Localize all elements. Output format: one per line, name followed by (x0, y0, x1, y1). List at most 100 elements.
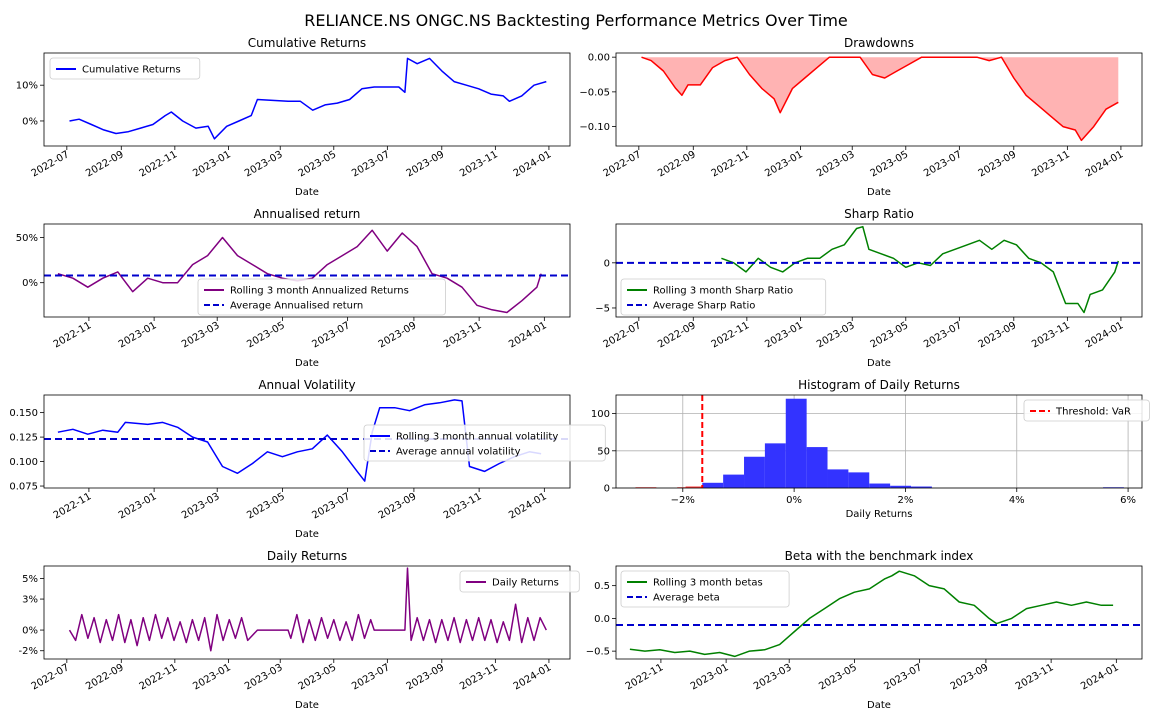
y-tick-label: 0.00 (588, 53, 610, 64)
x-tick-label: 2023-03 (243, 662, 285, 692)
subplot-hist: Histogram of Daily Returns 0 50 100 −2% 0% 2% 4… (591, 378, 1150, 520)
axes-frame (615, 223, 1143, 318)
hist-bar-var (685, 486, 707, 488)
hist-bar (702, 482, 724, 488)
plot-area (641, 56, 1119, 142)
subplot-sharpe: Sharp Ratio 0 −5 2022-07 2022-09 2022-11 2023-… (595, 207, 1143, 369)
plot-area (616, 570, 1142, 658)
y-tick-label: 100 (591, 409, 610, 420)
y-tick-label: 3% (22, 595, 38, 606)
legend-label: Rolling 3 month Annualized Returns (230, 286, 409, 297)
x-tick-label: 2023-01 (117, 320, 159, 350)
legend-box (620, 278, 827, 316)
legend-box (49, 57, 201, 80)
x-tick-label: 2023-11 (442, 491, 484, 521)
y-tick-label: 0 (604, 258, 610, 269)
x-tick-label: 2022-07 (602, 149, 644, 179)
subplot-title: Drawdowns (844, 36, 914, 50)
x-tick-label: 2022-09 (84, 149, 126, 179)
x-tick-label: 2022-09 (656, 320, 698, 350)
x-tick-label: 2023-09 (405, 662, 447, 692)
x-tick-label: 2023-09 (377, 491, 419, 521)
legend-label: Average Annualised return (230, 301, 363, 312)
x-tick-label: 2023-09 (405, 149, 447, 179)
y-tick-label: -2% (19, 646, 38, 657)
y-tick-label: 0.100 (9, 457, 38, 468)
y-tick-label: 50 (597, 446, 610, 457)
x-tick-label: 2023-05 (817, 662, 859, 692)
x-tick-label: 2023-05 (869, 149, 911, 179)
x-tick-label: 2023-01 (117, 491, 159, 521)
legend: Rolling 3 month Annualized Returns Averag… (197, 278, 446, 316)
x-tick-label: 2023-05 (297, 149, 339, 179)
x-tick-label: 2022-07 (602, 320, 644, 350)
hist-bar (911, 486, 932, 488)
subplot-grid: Cumulative Returns 0% 10% 2022-07 2022-09 202… (9, 36, 1150, 711)
x-tick-label: 2023-03 (815, 149, 857, 179)
subplot-cumret: Cumulative Returns 0% 10% 2022-07 2022-09 202… (16, 36, 571, 198)
y-tick-label: 0.075 (9, 482, 38, 493)
x-tick-label: 0% (786, 495, 802, 506)
y-tick-label: −0.10 (579, 122, 610, 133)
x-tick-label: 2023-01 (191, 662, 233, 692)
x-tick-label: 2023-11 (458, 149, 500, 179)
x-axis-label: Date (867, 358, 891, 369)
y-tick-label: 5% (22, 574, 38, 585)
x-tick-label: 2% (898, 495, 914, 506)
subplot-title: Cumulative Returns (248, 36, 366, 50)
subplot-title: Daily Returns (267, 549, 347, 563)
axes-frame (43, 565, 571, 660)
x-tick-label: 2023-05 (245, 491, 287, 521)
plot-area (68, 567, 547, 652)
legend-box (197, 278, 446, 316)
y-tick-label: 0.150 (9, 408, 38, 419)
hist-bar (723, 474, 745, 488)
x-tick-label: 2022-09 (656, 149, 698, 179)
legend: Rolling 3 month Sharp Ratio Average Sharp… (620, 278, 827, 316)
axes-frame (615, 52, 1143, 147)
x-axis-label: Date (867, 187, 891, 198)
x-tick-label: 2023-05 (245, 320, 287, 350)
x-axis-label: Date (295, 529, 319, 540)
figure-title: RELIANCE.NS ONGC.NS Backtesting Performa… (304, 11, 848, 30)
x-tick-label: 2022-11 (138, 149, 180, 179)
x-tick-label: 2023-11 (442, 320, 484, 350)
x-tick-label: 2023-03 (243, 149, 285, 179)
x-tick-label: 2022-11 (710, 320, 752, 350)
legend: Daily Returns (459, 570, 580, 593)
x-tick-label: 2023-03 (180, 491, 222, 521)
legend: Threshold: VaR (1023, 399, 1150, 422)
subplot-title: Annual Volatility (258, 378, 355, 392)
axes-frame (43, 52, 571, 147)
y-tick-label: 0% (22, 278, 38, 289)
x-tick-label: 2022-09 (84, 662, 126, 692)
axes-frame (615, 565, 1143, 660)
x-tick-label: 2023-03 (180, 320, 222, 350)
y-tick-label: 0 (604, 484, 610, 495)
x-tick-label: 2023-01 (689, 662, 731, 692)
x-axis-label: Date (295, 700, 319, 711)
x-tick-label: 2023-07 (350, 662, 392, 692)
legend: Rolling 3 month annual volatility Average… (363, 424, 606, 462)
series-line (641, 56, 1119, 142)
subplot-title: Histogram of Daily Returns (798, 378, 960, 392)
y-tick-label: 10% (16, 81, 38, 92)
x-tick-label: 2023-11 (1014, 662, 1056, 692)
legend-label: Threshold: VaR (1055, 407, 1131, 418)
hist-bar (848, 472, 870, 488)
x-tick-label: 2022-07 (30, 662, 72, 692)
subplot-title: Annualised return (254, 207, 361, 221)
x-tick-label: 2022-11 (52, 491, 94, 521)
x-tick-label: 2023-07 (310, 491, 352, 521)
hist-bar (785, 398, 807, 488)
subplot-annret: Annualised return 0% 50% 2022-11 2023-01 2023… (16, 207, 571, 369)
x-tick-label: 2022-11 (52, 320, 94, 350)
x-tick-label: 2023-01 (763, 320, 805, 350)
axes-frame (615, 394, 1143, 489)
x-axis-label: Daily Returns (846, 509, 913, 520)
x-tick-label: 2023-07 (350, 149, 392, 179)
legend-box (620, 570, 790, 608)
legend: Cumulative Returns (49, 57, 201, 80)
x-tick-label: 2024-01 (512, 149, 554, 179)
